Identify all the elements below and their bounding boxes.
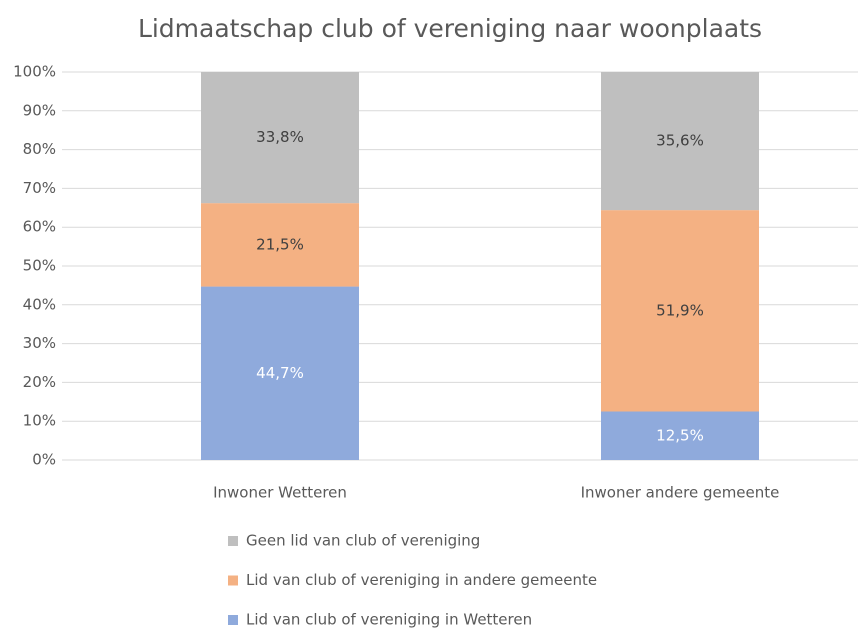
y-tick-label: 100% <box>13 63 56 81</box>
bar-segment <box>201 72 359 204</box>
bar-segment <box>601 210 759 412</box>
y-tick-label: 70% <box>23 179 56 197</box>
legend-label: Lid van club of vereniging in andere gem… <box>246 571 597 589</box>
x-tick-label: Inwoner andere gemeente <box>581 484 780 502</box>
y-tick-label: 30% <box>23 334 56 352</box>
y-tick-label: 10% <box>23 412 56 430</box>
bar-segment <box>601 411 759 460</box>
y-tick-label: 20% <box>23 373 56 391</box>
y-tick-label: 60% <box>23 218 56 236</box>
value-label: 12,5% <box>656 426 704 444</box>
x-tick-label: Inwoner Wetteren <box>213 484 347 502</box>
value-label: 35,6% <box>656 132 704 150</box>
y-tick-label: 0% <box>32 451 56 469</box>
value-label: 44,7% <box>256 364 304 382</box>
legend-label: Lid van club of vereniging in Wetteren <box>246 611 532 629</box>
value-label: 51,9% <box>656 301 704 319</box>
bar-segment <box>201 286 359 460</box>
legend-swatch <box>228 536 238 546</box>
legend-swatch <box>228 615 238 625</box>
value-label: 33,8% <box>256 128 304 146</box>
bar-segment <box>601 72 759 211</box>
y-tick-label: 40% <box>23 295 56 313</box>
chart-title: Lidmaatschap club of vereniging naar woo… <box>138 14 762 43</box>
y-tick-label: 90% <box>23 101 56 119</box>
bar-segment <box>201 203 359 287</box>
legend-label: Geen lid van club of vereniging <box>246 532 480 550</box>
value-label: 21,5% <box>256 235 304 253</box>
legend-swatch <box>228 575 238 586</box>
y-tick-label: 80% <box>23 140 56 158</box>
y-tick-label: 50% <box>23 257 56 275</box>
